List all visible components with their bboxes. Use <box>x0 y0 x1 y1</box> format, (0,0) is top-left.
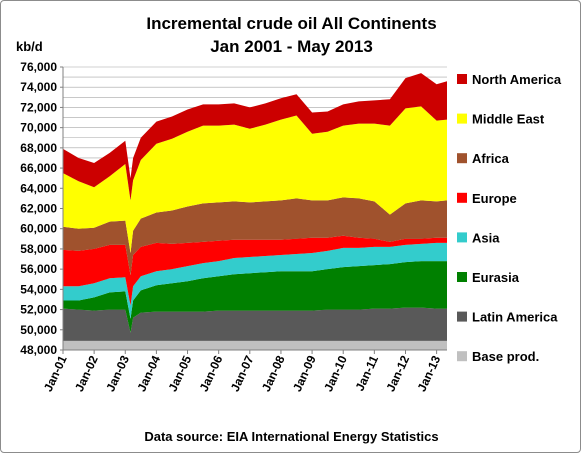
y-tick-label: 54,000 <box>20 282 57 296</box>
legend-label: Base prod. <box>472 349 539 364</box>
y-tick-label: 64,000 <box>20 181 57 195</box>
area-north-america <box>63 73 447 201</box>
legend-label: Asia <box>472 230 500 245</box>
y-tick-label: 74,000 <box>20 80 57 94</box>
area-middle-east <box>63 106 447 254</box>
y-tick-label: 60,000 <box>20 222 57 236</box>
y-tick-label: 66,000 <box>20 161 57 175</box>
area-eurasia <box>63 261 447 333</box>
legend-swatch <box>457 153 467 164</box>
legend-label: Africa <box>472 151 510 166</box>
x-tick-label: Jan-12 <box>383 353 412 394</box>
area-europe <box>63 235 447 306</box>
y-tick-label: 52,000 <box>20 303 57 317</box>
x-tick-label: Jan-10 <box>321 353 350 394</box>
y-tick-label: 70,000 <box>20 121 57 135</box>
x-tick-label: Jan-02 <box>72 353 101 394</box>
area-latin-america <box>63 307 447 341</box>
area-asia <box>63 242 447 319</box>
x-tick-label: Jan-03 <box>103 353 132 394</box>
legend-label: Eurasia <box>472 270 520 285</box>
y-tick-label: 48,000 <box>20 343 57 357</box>
y-tick-label: 72,000 <box>20 100 57 114</box>
legend-swatch <box>457 272 467 282</box>
data-source-note: Data source: EIA International Energy St… <box>144 429 439 444</box>
y-tick-label: 76,000 <box>20 60 57 74</box>
x-tick-label: Jan-06 <box>197 353 226 394</box>
x-tick-label: Jan-13 <box>415 353 444 394</box>
x-tick-label: Jan-04 <box>134 353 163 394</box>
y-tick-label: 56,000 <box>20 262 57 276</box>
y-tick-label: 68,000 <box>20 141 57 155</box>
legend-label: North America <box>472 72 562 87</box>
chart-subtitle: Jan 2001 - May 2013 <box>210 37 373 56</box>
x-tick-label: Jan-09 <box>290 353 319 394</box>
legend-swatch <box>457 74 467 84</box>
legend-swatch <box>457 192 467 203</box>
x-tick-label: Jan-11 <box>353 353 382 393</box>
legend-label: Middle East <box>472 112 545 127</box>
stacked-areas <box>63 73 447 350</box>
x-tick-label: Jan-05 <box>165 353 194 394</box>
y-axis-label: kb/d <box>16 39 43 54</box>
legend-swatch <box>457 113 467 124</box>
y-tick-label: 50,000 <box>20 323 57 337</box>
legend-label: Europe <box>472 191 517 206</box>
x-tick-label: Jan-01 <box>41 353 70 394</box>
area-africa <box>63 197 447 276</box>
x-tick-label: Jan-08 <box>259 353 288 394</box>
legend-label: Latin America <box>472 310 558 325</box>
x-tick-label: Jan-07 <box>228 353 257 394</box>
legend-swatch <box>457 311 467 322</box>
legend-swatch <box>457 351 467 362</box>
y-tick-labels: 48,000 50,000 52,000 54,000 56,000 58,000 60,0… <box>20 60 63 357</box>
legend-swatch <box>457 232 467 243</box>
x-tick-labels: Jan-01 Jan-02 Jan-03 Jan-04 Jan-05 Jan-06 Jan-… <box>41 350 444 394</box>
y-tick-label: 62,000 <box>20 202 57 216</box>
chart-title: Incremental crude oil All Continents <box>146 14 437 33</box>
y-tick-label: 58,000 <box>20 242 57 256</box>
legend: North America Middle East Africa Europe Asia… <box>457 72 562 364</box>
area-base-prod <box>63 340 447 350</box>
